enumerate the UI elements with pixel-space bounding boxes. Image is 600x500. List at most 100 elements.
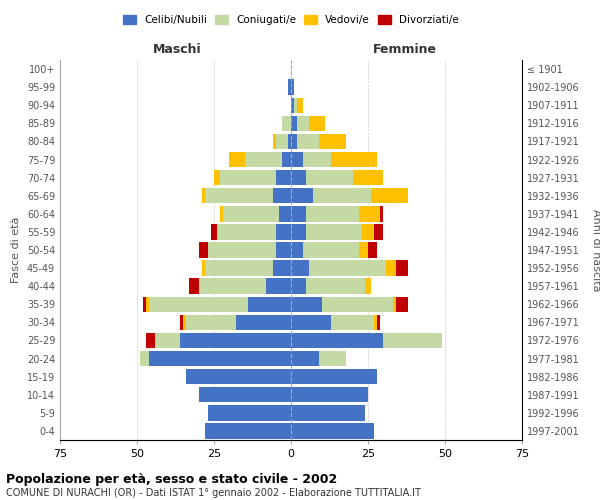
Bar bbox=[202, 260, 205, 276]
Bar bbox=[199, 278, 266, 294]
Bar bbox=[275, 170, 291, 186]
Bar bbox=[208, 405, 291, 420]
Bar bbox=[291, 424, 374, 438]
Bar bbox=[307, 224, 362, 240]
Bar bbox=[307, 278, 365, 294]
Bar bbox=[291, 242, 304, 258]
Text: Maschi: Maschi bbox=[153, 44, 202, 57]
Bar bbox=[223, 206, 278, 222]
Bar bbox=[202, 188, 205, 204]
Bar bbox=[291, 260, 310, 276]
Bar bbox=[291, 80, 294, 95]
Bar bbox=[140, 351, 149, 366]
Bar bbox=[291, 188, 313, 204]
Bar bbox=[322, 296, 392, 312]
Bar bbox=[319, 134, 346, 149]
Text: Popolazione per età, sesso e stato civile - 2002: Popolazione per età, sesso e stato civil… bbox=[6, 472, 337, 486]
Bar bbox=[291, 116, 297, 131]
Bar bbox=[146, 296, 149, 312]
Bar bbox=[236, 314, 291, 330]
Bar bbox=[275, 242, 291, 258]
Bar bbox=[362, 224, 374, 240]
Bar bbox=[186, 369, 291, 384]
Bar bbox=[220, 206, 223, 222]
Bar bbox=[291, 134, 297, 149]
Bar bbox=[310, 260, 386, 276]
Bar bbox=[245, 152, 282, 167]
Bar bbox=[288, 80, 291, 95]
Bar bbox=[359, 206, 380, 222]
Bar bbox=[304, 242, 359, 258]
Bar bbox=[155, 333, 180, 348]
Legend: Celibi/Nubili, Coniugati/e, Vedovi/e, Divorziati/e: Celibi/Nubili, Coniugati/e, Vedovi/e, Di… bbox=[119, 10, 463, 29]
Y-axis label: Anni di nascita: Anni di nascita bbox=[592, 209, 600, 291]
Bar bbox=[180, 314, 183, 330]
Bar bbox=[288, 134, 291, 149]
Bar bbox=[291, 351, 319, 366]
Bar bbox=[291, 405, 365, 420]
Bar bbox=[211, 224, 217, 240]
Bar bbox=[291, 296, 322, 312]
Bar bbox=[353, 170, 383, 186]
Bar bbox=[291, 369, 377, 384]
Bar bbox=[374, 224, 383, 240]
Bar bbox=[220, 170, 275, 186]
Bar bbox=[282, 116, 291, 131]
Bar bbox=[383, 333, 442, 348]
Bar bbox=[304, 152, 331, 167]
Bar bbox=[319, 351, 346, 366]
Bar bbox=[307, 206, 359, 222]
Bar bbox=[291, 152, 304, 167]
Bar bbox=[229, 152, 245, 167]
Bar bbox=[146, 333, 155, 348]
Bar bbox=[297, 134, 319, 149]
Bar bbox=[377, 314, 380, 330]
Y-axis label: Fasce di età: Fasce di età bbox=[11, 217, 21, 283]
Bar bbox=[331, 152, 377, 167]
Bar bbox=[149, 351, 291, 366]
Bar bbox=[199, 387, 291, 402]
Bar bbox=[291, 387, 368, 402]
Bar bbox=[331, 314, 374, 330]
Bar bbox=[275, 224, 291, 240]
Bar bbox=[180, 333, 291, 348]
Bar bbox=[291, 206, 307, 222]
Bar bbox=[307, 170, 353, 186]
Bar bbox=[380, 206, 383, 222]
Bar bbox=[282, 152, 291, 167]
Bar bbox=[291, 314, 331, 330]
Bar bbox=[208, 242, 275, 258]
Bar bbox=[275, 134, 288, 149]
Bar bbox=[272, 260, 291, 276]
Bar bbox=[310, 116, 325, 131]
Bar bbox=[186, 314, 236, 330]
Bar bbox=[371, 188, 408, 204]
Bar bbox=[297, 116, 310, 131]
Bar bbox=[365, 278, 371, 294]
Bar bbox=[214, 170, 220, 186]
Bar bbox=[386, 260, 396, 276]
Bar bbox=[392, 296, 396, 312]
Bar bbox=[272, 134, 275, 149]
Bar bbox=[199, 242, 208, 258]
Bar bbox=[291, 333, 383, 348]
Bar bbox=[190, 278, 199, 294]
Bar bbox=[205, 188, 272, 204]
Bar bbox=[396, 296, 408, 312]
Bar bbox=[291, 98, 294, 113]
Bar bbox=[291, 224, 307, 240]
Bar bbox=[396, 260, 408, 276]
Bar bbox=[205, 260, 272, 276]
Bar bbox=[278, 206, 291, 222]
Bar bbox=[272, 188, 291, 204]
Bar bbox=[205, 424, 291, 438]
Bar bbox=[291, 170, 307, 186]
Bar bbox=[297, 98, 304, 113]
Bar bbox=[359, 242, 368, 258]
Bar bbox=[294, 98, 297, 113]
Bar bbox=[149, 296, 248, 312]
Bar bbox=[313, 188, 371, 204]
Text: Femmine: Femmine bbox=[373, 44, 437, 57]
Bar bbox=[217, 224, 275, 240]
Bar bbox=[266, 278, 291, 294]
